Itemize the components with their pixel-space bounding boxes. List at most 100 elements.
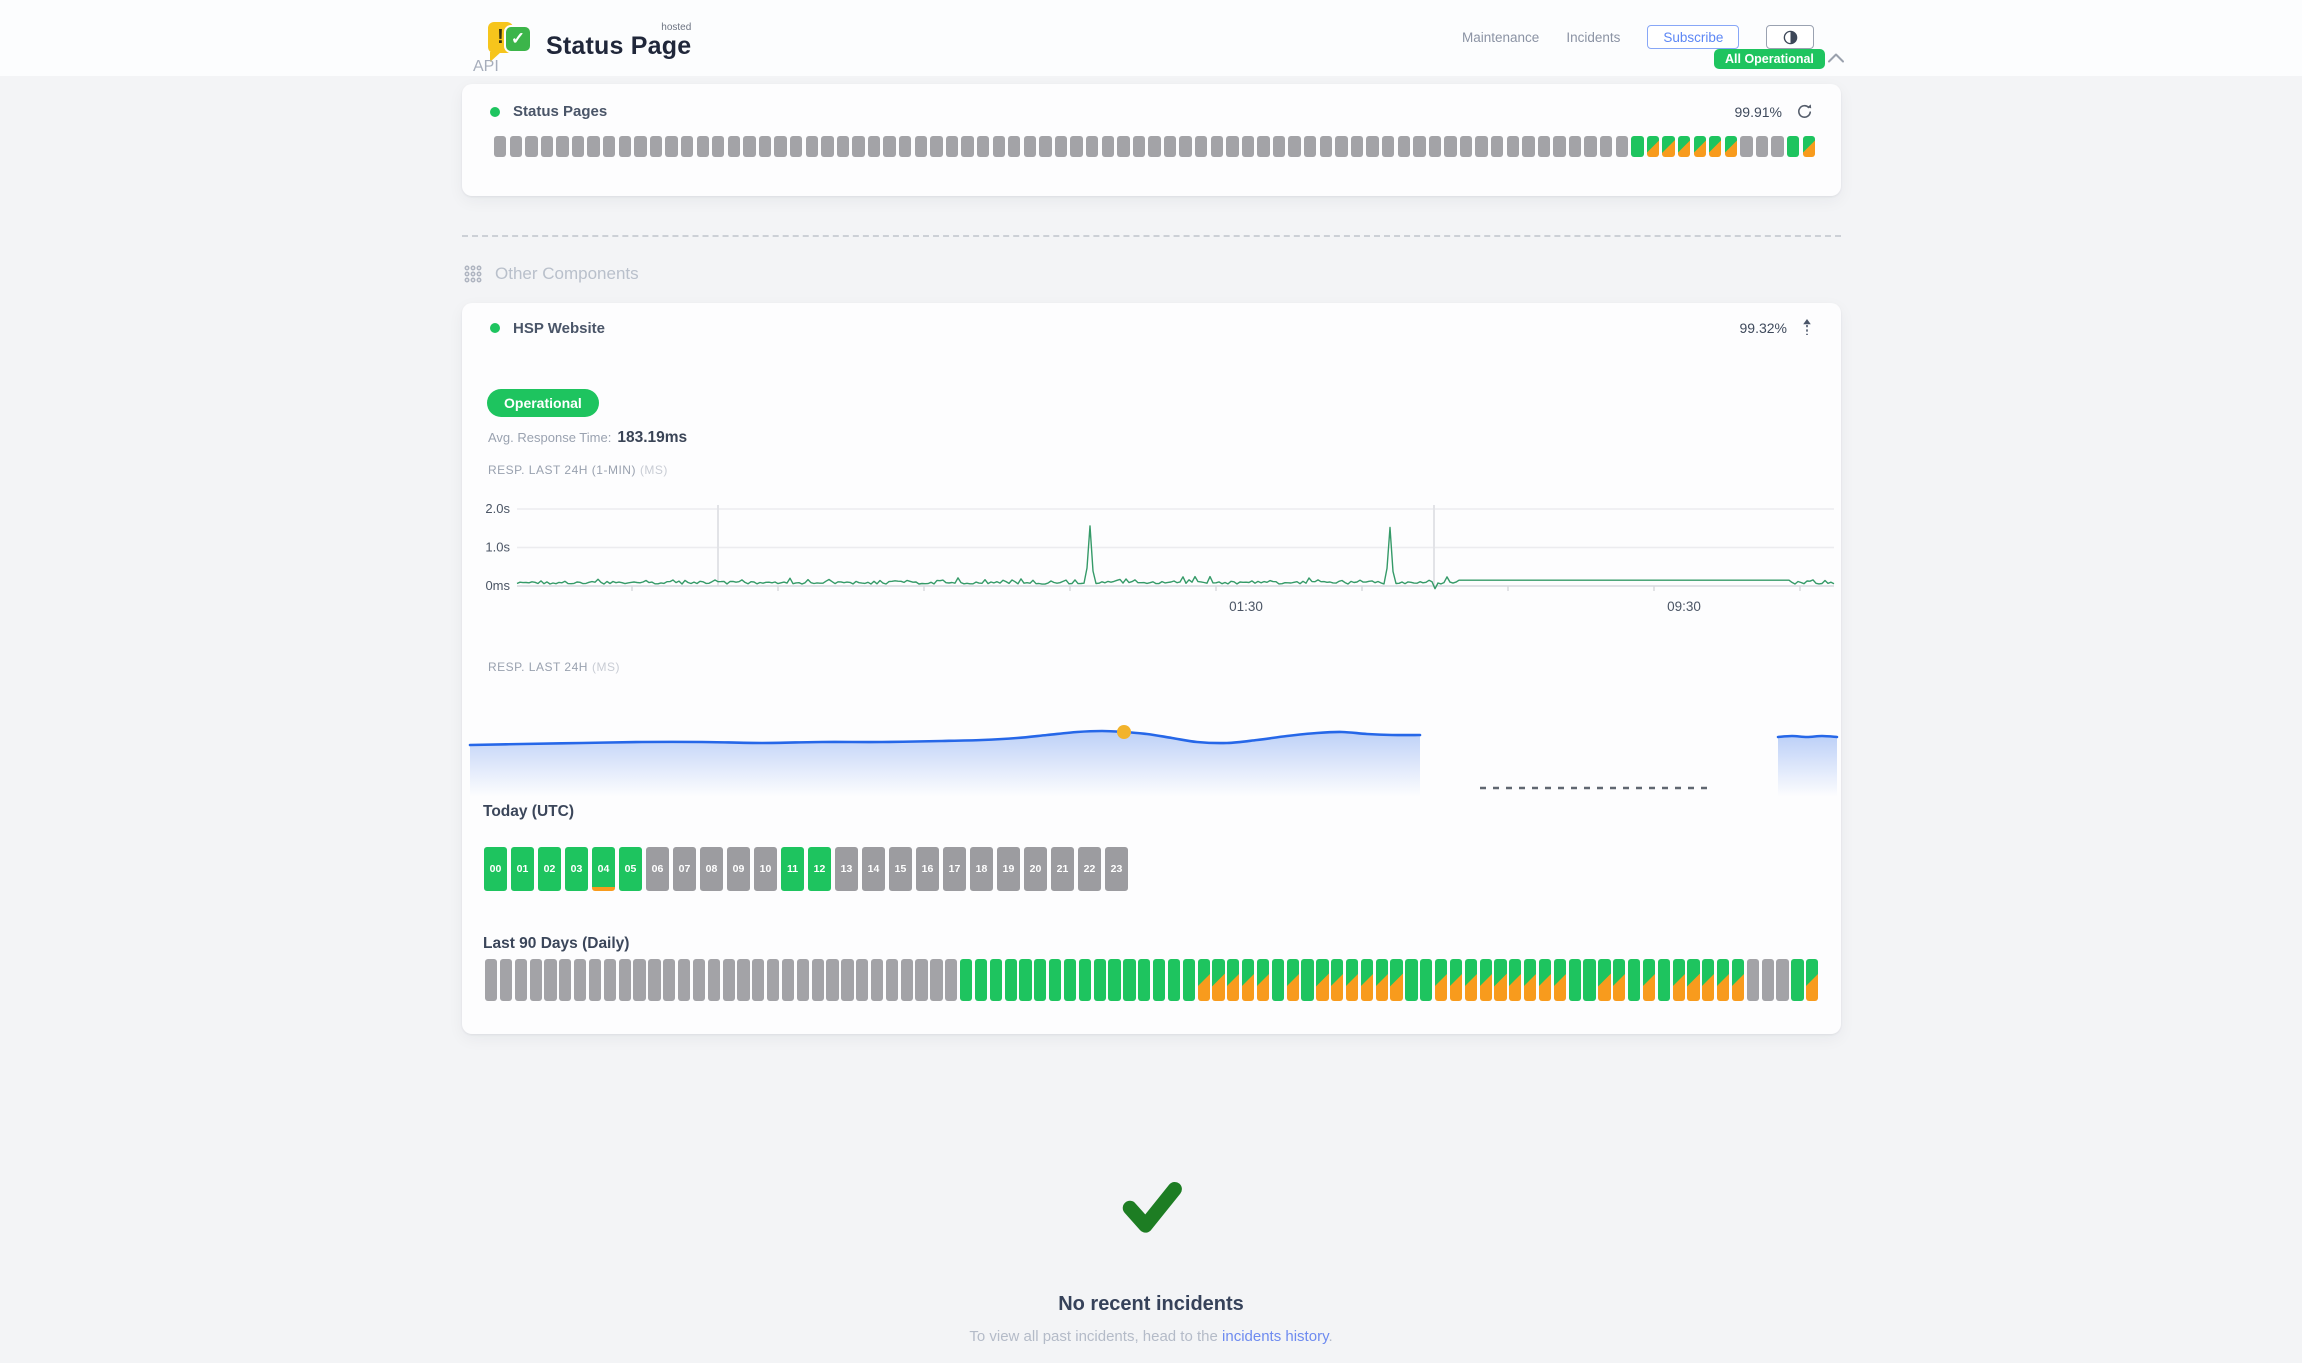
response-time-area-chart xyxy=(468,725,1839,802)
uptime-bar xyxy=(499,959,513,1001)
logo-check-bubble-icon: ✓ xyxy=(504,25,532,53)
hour-block-18[interactable]: 18 xyxy=(970,847,993,891)
uptime-bar xyxy=(1381,136,1395,157)
nav-maintenance[interactable]: Maintenance xyxy=(1462,29,1540,45)
hour-block-00[interactable]: 00 xyxy=(484,847,507,891)
component-card-hsp-website: HSP Website 99.32% Operational Avg. Resp… xyxy=(462,303,1841,1034)
uptime-bar xyxy=(665,136,678,157)
uptime-bar xyxy=(752,959,765,1001)
uptime-bar xyxy=(811,959,824,1001)
theme-toggle-button[interactable] xyxy=(1766,25,1815,49)
uptime-bar xyxy=(1319,136,1333,157)
uptime-bar xyxy=(1584,136,1597,157)
uptime-bar xyxy=(1256,959,1270,1001)
hour-block-03[interactable]: 03 xyxy=(565,847,588,891)
hour-block-21[interactable]: 21 xyxy=(1051,847,1074,891)
uptime-bar xyxy=(1049,959,1062,1001)
chevron-up-icon[interactable] xyxy=(1827,52,1845,64)
uptime-bar xyxy=(1449,959,1463,1001)
uptime-bar xyxy=(1475,136,1488,157)
uptime-bar xyxy=(633,959,646,1001)
uptime-bar xyxy=(961,136,974,157)
uptime-bar xyxy=(867,136,881,157)
uptime-bar xyxy=(1212,959,1225,1001)
uptime-bar xyxy=(1008,136,1021,157)
incidents-history-link[interactable]: incidents history xyxy=(1222,1328,1329,1345)
hour-block-10[interactable]: 10 xyxy=(754,847,777,891)
uptime-bar xyxy=(1459,136,1473,157)
nav-incidents[interactable]: Incidents xyxy=(1566,29,1621,45)
uptime-bar xyxy=(856,959,869,1001)
uptime-bar xyxy=(1413,136,1426,157)
component-card-status-pages: Status Pages 99.91% xyxy=(462,84,1841,196)
refresh-icon[interactable] xyxy=(1796,103,1813,120)
uptime-bar xyxy=(915,959,928,1001)
uptime-bar xyxy=(737,959,750,1001)
hour-block-02[interactable]: 02 xyxy=(538,847,561,891)
hour-block-09[interactable]: 09 xyxy=(727,847,750,891)
hour-block-08[interactable]: 08 xyxy=(700,847,723,891)
uptime-bar xyxy=(1568,136,1582,157)
component-header-row[interactable]: HSP Website 99.32% xyxy=(490,319,1813,337)
hour-block-13[interactable]: 13 xyxy=(835,847,858,891)
uptime-bar xyxy=(1464,959,1477,1001)
uptime-bar xyxy=(976,136,990,157)
uptime-bar xyxy=(727,136,741,157)
hour-block-14[interactable]: 14 xyxy=(862,847,885,891)
logo-icon: ! ✓ xyxy=(488,20,534,66)
uptime-bar xyxy=(525,136,538,157)
hour-block-22[interactable]: 22 xyxy=(1078,847,1101,891)
uptime-bar xyxy=(1167,959,1181,1001)
uptime-bar xyxy=(1600,136,1613,157)
hour-block-04[interactable]: 04 xyxy=(592,847,615,891)
hour-block-06[interactable]: 06 xyxy=(646,847,669,891)
uptime-bar xyxy=(559,959,572,1001)
uptime-bar xyxy=(1345,959,1359,1001)
hour-block-15[interactable]: 15 xyxy=(889,847,912,891)
uptime-bar xyxy=(540,136,554,157)
avg-response-value: 183.19ms xyxy=(617,429,688,446)
uptime-bar xyxy=(1776,959,1789,1001)
uptime-bar xyxy=(1182,959,1195,1001)
uptime-bar xyxy=(707,959,720,1001)
hour-block-12[interactable]: 12 xyxy=(808,847,831,891)
status-dot-icon xyxy=(490,106,500,117)
hour-block-11[interactable]: 11 xyxy=(781,847,804,891)
uptime-bar xyxy=(781,959,795,1001)
hour-block-07[interactable]: 07 xyxy=(673,847,696,891)
svg-text:09:30: 09:30 xyxy=(1667,599,1701,614)
hour-block-20[interactable]: 20 xyxy=(1024,847,1047,891)
uptime-bar xyxy=(1657,959,1670,1001)
overall-status-badge[interactable]: All Operational xyxy=(1714,49,1825,69)
hour-block-01[interactable]: 01 xyxy=(511,847,534,891)
uptime-bar xyxy=(544,959,557,1001)
uptime-bar xyxy=(618,136,632,157)
logo-title: Status Page xyxy=(546,32,692,60)
contrast-icon xyxy=(1783,30,1798,44)
hour-block-17[interactable]: 17 xyxy=(943,847,966,891)
uptime-bar xyxy=(618,959,631,1001)
hour-block-19[interactable]: 19 xyxy=(997,847,1020,891)
component-header-row[interactable]: Status Pages 99.91% xyxy=(490,103,1813,120)
hour-block-05[interactable]: 05 xyxy=(619,847,642,891)
hour-block-16[interactable]: 16 xyxy=(916,847,939,891)
chart-marker-dot[interactable] xyxy=(1117,725,1131,739)
status-dot-icon xyxy=(490,323,500,333)
arrow-up-icon[interactable] xyxy=(1801,319,1813,337)
uptime-bar xyxy=(680,136,694,157)
hour-block-23[interactable]: 23 xyxy=(1105,847,1128,891)
subscribe-button[interactable]: Subscribe xyxy=(1647,25,1740,49)
uptime-bar xyxy=(1085,136,1099,157)
uptime-bar xyxy=(722,959,735,1001)
uptime-bar xyxy=(930,136,943,157)
uptime-bar xyxy=(914,136,927,157)
chart2-title: RESP. LAST 24H (MS) xyxy=(488,660,620,674)
uptime-bar xyxy=(992,136,1005,157)
uptime-bar xyxy=(1301,959,1314,1001)
uptime-bar xyxy=(1004,959,1017,1001)
uptime-bar xyxy=(945,136,959,157)
subtitle-suffix: . xyxy=(1328,1328,1333,1345)
uptime-bar xyxy=(805,136,818,157)
grid-icon xyxy=(464,265,482,283)
uptime-bar xyxy=(1390,959,1403,1001)
